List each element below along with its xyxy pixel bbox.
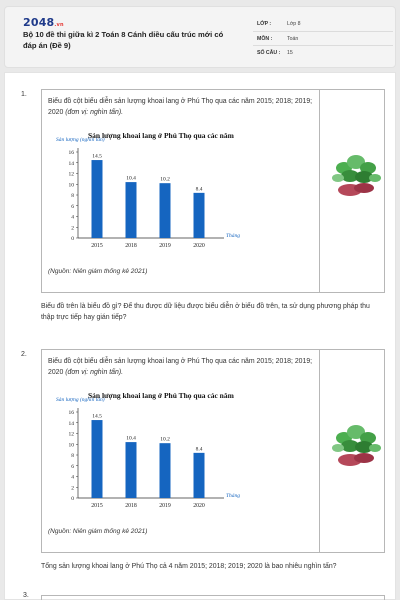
- data-source: (Nguồn: Niên giám thống kê 2021): [48, 528, 148, 535]
- question-list: 1. Biểu đồ cột biểu diễn sản lượng khoai…: [4, 72, 396, 600]
- question-text-main: Biểu đồ cột biểu diễn sản lượng khoai la…: [48, 358, 313, 376]
- question-image-cell: [320, 350, 384, 552]
- question-table: [41, 595, 385, 600]
- x-axis-label: Tháng: [226, 233, 240, 239]
- y-tick-label: 0: [71, 496, 74, 502]
- meta-value: Toán: [287, 35, 299, 42]
- question-number: 2.: [21, 351, 27, 358]
- x-axis-label: Tháng: [226, 493, 240, 499]
- y-tick-label: 8: [71, 453, 74, 459]
- question-text: Biểu đồ cột biểu diễn sản lượng khoai la…: [48, 356, 313, 378]
- y-tick-label: 4: [71, 475, 74, 481]
- y-tick-label: 0: [71, 236, 74, 242]
- x-tick-label: 2020: [193, 503, 205, 509]
- sweet-potato-plant-icon: [332, 425, 381, 466]
- data-label: 8.4: [196, 446, 203, 452]
- y-axis-label: Sản lượng (nghìn tấn): [56, 136, 105, 143]
- question-number: 3.: [23, 592, 29, 599]
- x-tick-label: 2015: [91, 503, 103, 509]
- y-axis-label: Sản lượng (nghìn tấn): [56, 396, 105, 403]
- x-tick-label: 2020: [193, 243, 205, 249]
- logo-tld: .vn: [54, 22, 64, 28]
- bar-2015: [91, 160, 103, 238]
- y-tick-label: 4: [71, 215, 74, 221]
- meta-value: 15: [287, 50, 293, 56]
- question-number: 1.: [21, 91, 27, 98]
- bar-2018: [125, 442, 137, 498]
- data-label: 10.2: [160, 437, 170, 443]
- bar-chart: Sản lượng (nghìn tấn)Sản lượng khoai lan…: [56, 391, 240, 509]
- question-prompt: Tổng sản lượng khoai lang ở Phú Thọ cả 4…: [41, 563, 337, 570]
- data-label: 8.4: [196, 186, 203, 192]
- question-table: Biểu đồ cột biểu diễn sản lượng khoai la…: [41, 89, 385, 293]
- question-body: Biểu đồ cột biểu diễn sản lượng khoai la…: [42, 90, 320, 292]
- question-prompt: Biểu đồ trên là biểu đồ gì? Để thu được …: [41, 303, 370, 321]
- bar-2019: [159, 183, 171, 238]
- y-tick-label: 2: [71, 225, 74, 231]
- question-image-cell: [320, 90, 384, 292]
- x-tick-label: 2018: [125, 503, 137, 509]
- page-header: 2048.vn Bộ 10 đề thi giữa kì 2 Toán 8 Cá…: [4, 6, 396, 68]
- data-source: (Nguồn: Niên giám thống kê 2021): [48, 268, 148, 275]
- bar-2018: [125, 182, 137, 238]
- data-label: 10.4: [126, 176, 136, 182]
- y-tick-label: 12: [69, 172, 75, 178]
- site-logo[interactable]: 2048.vn: [23, 16, 64, 29]
- bar-2015: [91, 420, 103, 498]
- data-label: 10.2: [160, 177, 170, 183]
- meta-row-subject: MÔN : Toán: [253, 32, 393, 46]
- chart-title: Sản lượng khoai lang ở Phú Thọ qua các n…: [88, 391, 235, 400]
- y-tick-label: 10: [69, 442, 75, 448]
- y-tick-label: 2: [71, 485, 74, 491]
- data-label: 14.5: [92, 414, 102, 420]
- x-tick-label: 2019: [159, 243, 171, 249]
- y-tick-label: 8: [71, 193, 74, 199]
- bar-chart: Sản lượng (nghìn tấn)Sản lượng khoai lan…: [56, 131, 240, 249]
- y-tick-label: 6: [71, 464, 74, 470]
- question-body: Biểu đồ cột biểu diễn sản lượng khoai la…: [42, 350, 320, 552]
- meta-row-grade: LỚP : Lớp 8: [253, 17, 393, 32]
- unit-note: (đơn vị: nghìn tấn).: [65, 369, 124, 376]
- y-tick-label: 16: [69, 150, 75, 156]
- document-meta: LỚP : Lớp 8 MÔN : Toán SỐ CÂU : 15: [253, 17, 393, 61]
- y-tick-label: 14: [69, 161, 75, 167]
- x-tick-label: 2018: [125, 243, 137, 249]
- question-text-main: Biểu đồ cột biểu diễn sản lượng khoai la…: [48, 98, 313, 116]
- x-tick-label: 2015: [91, 243, 103, 249]
- sweet-potato-plant-icon: [332, 155, 381, 196]
- bar-2020: [193, 452, 205, 498]
- meta-key: MÔN :: [257, 35, 273, 42]
- chart-title: Sản lượng khoai lang ở Phú Thọ qua các n…: [88, 131, 235, 140]
- meta-row-count: SỐ CÂU : 15: [253, 46, 393, 61]
- y-tick-label: 10: [69, 182, 75, 188]
- logo-main: 2048: [23, 16, 55, 29]
- question-text: Biểu đồ cột biểu diễn sản lượng khoai la…: [48, 96, 313, 118]
- data-label: 10.4: [126, 436, 136, 442]
- data-label: 14.5: [92, 154, 102, 160]
- unit-note: (đơn vị: nghìn tấn).: [65, 109, 124, 116]
- meta-key: SỐ CÂU :: [257, 50, 281, 56]
- y-tick-label: 6: [71, 204, 74, 210]
- y-tick-label: 14: [69, 421, 75, 427]
- meta-key: LỚP :: [257, 21, 272, 27]
- y-tick-label: 12: [69, 432, 75, 438]
- document-title: Bộ 10 đề thi giữa kì 2 Toán 8 Cánh diều …: [23, 30, 224, 50]
- bar-2020: [193, 192, 205, 238]
- y-tick-label: 16: [69, 410, 75, 416]
- question-table: Biểu đồ cột biểu diễn sản lượng khoai la…: [41, 349, 385, 553]
- x-tick-label: 2019: [159, 503, 171, 509]
- meta-value: Lớp 8: [287, 21, 301, 27]
- bar-2019: [159, 443, 171, 498]
